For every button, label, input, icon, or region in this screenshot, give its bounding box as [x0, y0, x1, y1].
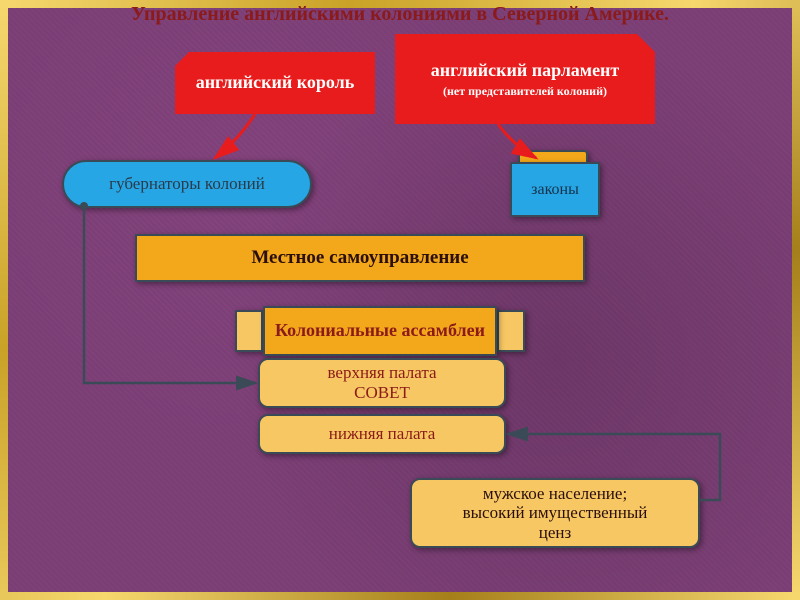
- node-lower-label: нижняя палата: [329, 424, 436, 444]
- node-king: английский король: [175, 52, 375, 114]
- node-laws-label: законы: [531, 180, 579, 199]
- node-parliament-line2: (нет представителей колоний): [443, 84, 607, 98]
- node-upper-line2: СОВЕТ: [354, 383, 410, 403]
- node-assemblies-tab-left: [235, 310, 263, 352]
- node-governors-label: губернаторы колоний: [109, 174, 265, 194]
- node-governors: губернаторы колоний: [62, 160, 312, 208]
- node-assemblies-tab-right: [497, 310, 525, 352]
- slide-title: Управление английскими колониями в Север…: [0, 2, 800, 26]
- node-lower: нижняя палата: [258, 414, 506, 454]
- node-parliament: английский парламент (нет представителей…: [395, 34, 655, 124]
- node-assemblies: Колониальные ассамблеи: [263, 306, 497, 356]
- node-male-pop-line2: высокий имущественный: [463, 503, 648, 523]
- node-male-pop-line3: ценз: [539, 523, 571, 543]
- node-male-pop: мужское население; высокий имущественный…: [410, 478, 700, 548]
- node-local-gov: Местное самоуправление: [135, 234, 585, 282]
- node-local-gov-label: Местное самоуправление: [251, 247, 468, 270]
- node-parliament-line1: английский парламент: [431, 60, 620, 82]
- node-upper-line1: верхняя палата: [327, 363, 436, 383]
- node-assemblies-label: Колониальные ассамблеи: [275, 320, 485, 342]
- node-upper: верхняя палата СОВЕТ: [258, 358, 506, 408]
- node-laws: законы: [510, 162, 600, 217]
- node-male-pop-line1: мужское население;: [483, 484, 627, 504]
- node-king-label: английский король: [196, 72, 355, 94]
